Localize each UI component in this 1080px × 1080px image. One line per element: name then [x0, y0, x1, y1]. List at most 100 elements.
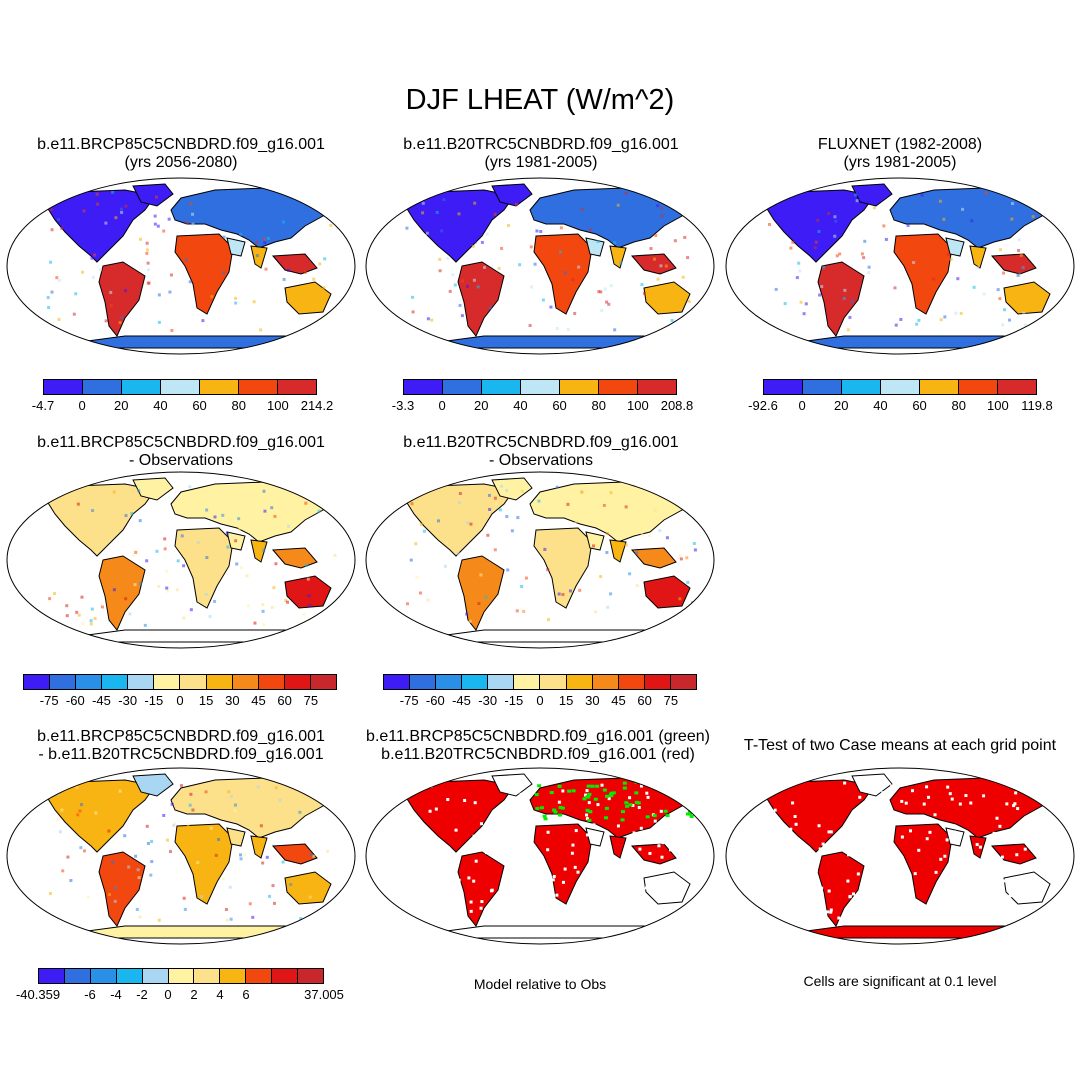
- colorbar-tick-label: 60: [277, 693, 292, 708]
- continent-namerica: [44, 779, 156, 853]
- continent-samerica: [98, 851, 146, 927]
- continent-seasia: [271, 843, 318, 865]
- continent-seasia: [271, 253, 318, 275]
- colorbar-tick-label: 100: [266, 398, 289, 413]
- continent-greenland: [851, 183, 893, 207]
- continent-seasia: [630, 253, 677, 275]
- colorbar-tick-label: 30: [585, 693, 600, 708]
- colorbar-swatch: [180, 675, 207, 689]
- colorbar-swatch: [90, 969, 117, 983]
- colorbar-swatch: [142, 969, 169, 983]
- colorbar-swatch: [194, 969, 221, 983]
- panel-2-title: b.e11.B20TRC5CNBDRD.f09_g16.001 (yrs 198…: [362, 136, 720, 172]
- colorbar-swatch: [220, 969, 247, 983]
- map-panel-1: [6, 177, 356, 355]
- colorbar-swatch: [592, 675, 619, 689]
- colorbar-tick-label: 0: [164, 987, 172, 1002]
- colorbar-swatch: [168, 969, 195, 983]
- map-frame: [6, 177, 356, 355]
- continent-australia: [284, 281, 332, 315]
- continent-india: [250, 539, 268, 563]
- colorbar-panel-5: [383, 674, 697, 690]
- colorbar-swatch: [560, 380, 599, 394]
- continent-namerica: [763, 779, 875, 853]
- colorbar-tick-label: 80: [591, 398, 606, 413]
- colorbar-swatch: [462, 675, 489, 689]
- continent-arabia: [226, 237, 246, 257]
- panel-4-title: b.e11.BRCP85C5CNBDRD.f09_g16.001 - Obser…: [2, 434, 360, 470]
- colorbar-swatch: [116, 969, 143, 983]
- colorbar-tick-label: 20: [834, 398, 849, 413]
- colorbar-tick-label: 0: [536, 693, 544, 708]
- colorbar-swatch: [161, 380, 200, 394]
- continent-seasia: [630, 547, 677, 569]
- map-panel-3: [725, 177, 1075, 355]
- continent-arabia: [585, 827, 605, 847]
- colorbar-swatch: [482, 380, 521, 394]
- panel-5-title-line-1: b.e11.B20TRC5CNBDRD.f09_g16.001: [403, 434, 679, 451]
- colorbar-tick-label: -45: [92, 693, 111, 708]
- colorbar-panel-4: [23, 674, 337, 690]
- colorbar-tick-label: -15: [144, 693, 164, 708]
- colorbar-tick-label: -60: [65, 693, 85, 708]
- colorbar-swatch: [920, 380, 959, 394]
- continent-india: [969, 835, 987, 859]
- colorbar-tick-label: -75: [399, 693, 419, 708]
- colorbar-swatch: [50, 675, 77, 689]
- colorbar-tick-label: 40: [153, 398, 168, 413]
- continent-greenland: [491, 477, 533, 501]
- continent-arabia: [226, 827, 246, 847]
- colorbar-tick-label: -45: [452, 693, 471, 708]
- colorbar-tick-label: -75: [39, 693, 59, 708]
- colorbar-swatch: [24, 675, 51, 689]
- colorbar-swatch: [436, 675, 463, 689]
- continent-australia: [643, 871, 691, 905]
- colorbar-tick-label: 214.2: [300, 398, 334, 413]
- continent-samerica: [457, 851, 505, 927]
- colorbar-tick-label: 4: [216, 987, 224, 1002]
- colorbar-tick-label: 40: [513, 398, 528, 413]
- continent-india: [250, 835, 268, 859]
- panel-7-note: Model relative to Obs: [473, 976, 607, 992]
- colorbar-tick-label: 208.8: [660, 398, 694, 413]
- continent-samerica: [98, 261, 146, 337]
- panel-4-title-line-1: b.e11.BRCP85C5CNBDRD.f09_g16.001: [37, 434, 325, 451]
- colorbar-tick-label: -92.6: [748, 398, 778, 413]
- panel-1-title-line-1: b.e11.BRCP85C5CNBDRD.f09_g16.001: [37, 136, 325, 153]
- colorbar-tick-label: 80: [231, 398, 246, 413]
- colorbar-tick-label: 37.005: [304, 987, 344, 1002]
- continent-india: [969, 245, 987, 269]
- colorbar-tick-label: 20: [114, 398, 129, 413]
- continent-samerica: [457, 555, 505, 631]
- colorbar-tick-label: -6: [84, 987, 96, 1002]
- colorbar-tick-label: 100: [986, 398, 1009, 413]
- continent-greenland: [491, 183, 533, 207]
- colorbar-tick-label: 15: [198, 693, 214, 708]
- colorbar-panel-6: [38, 968, 324, 984]
- colorbar-tick-label: 45: [251, 693, 266, 708]
- colorbar-tick-label: 15: [558, 693, 574, 708]
- continent-seasia: [271, 547, 318, 569]
- colorbar-swatch: [258, 675, 285, 689]
- colorbar-tick-label: 0: [798, 398, 806, 413]
- colorbar-tick-label: 0: [438, 398, 446, 413]
- continent-australia: [1003, 281, 1051, 315]
- colorbar-swatch: [404, 380, 443, 394]
- continent-namerica: [403, 483, 515, 557]
- colorbar-swatch: [599, 380, 638, 394]
- continent-greenland: [851, 773, 893, 797]
- colorbar-swatch: [764, 380, 803, 394]
- map-frame: [365, 177, 715, 355]
- map-panel-4: [6, 471, 356, 649]
- colorbar-swatch: [39, 969, 65, 983]
- continent-australia: [643, 281, 691, 315]
- map-panel-2: [365, 177, 715, 355]
- colorbar-tick-label: 75: [303, 693, 319, 708]
- colorbar-swatch: [514, 675, 541, 689]
- colorbar-tick-label: -3.3: [391, 398, 415, 413]
- colorbar-swatch: [272, 969, 299, 983]
- colorbar-swatch: [410, 675, 437, 689]
- map-frame: [365, 471, 715, 649]
- colorbar-tick-label: 6: [242, 987, 250, 1002]
- colorbar-swatch: [959, 380, 998, 394]
